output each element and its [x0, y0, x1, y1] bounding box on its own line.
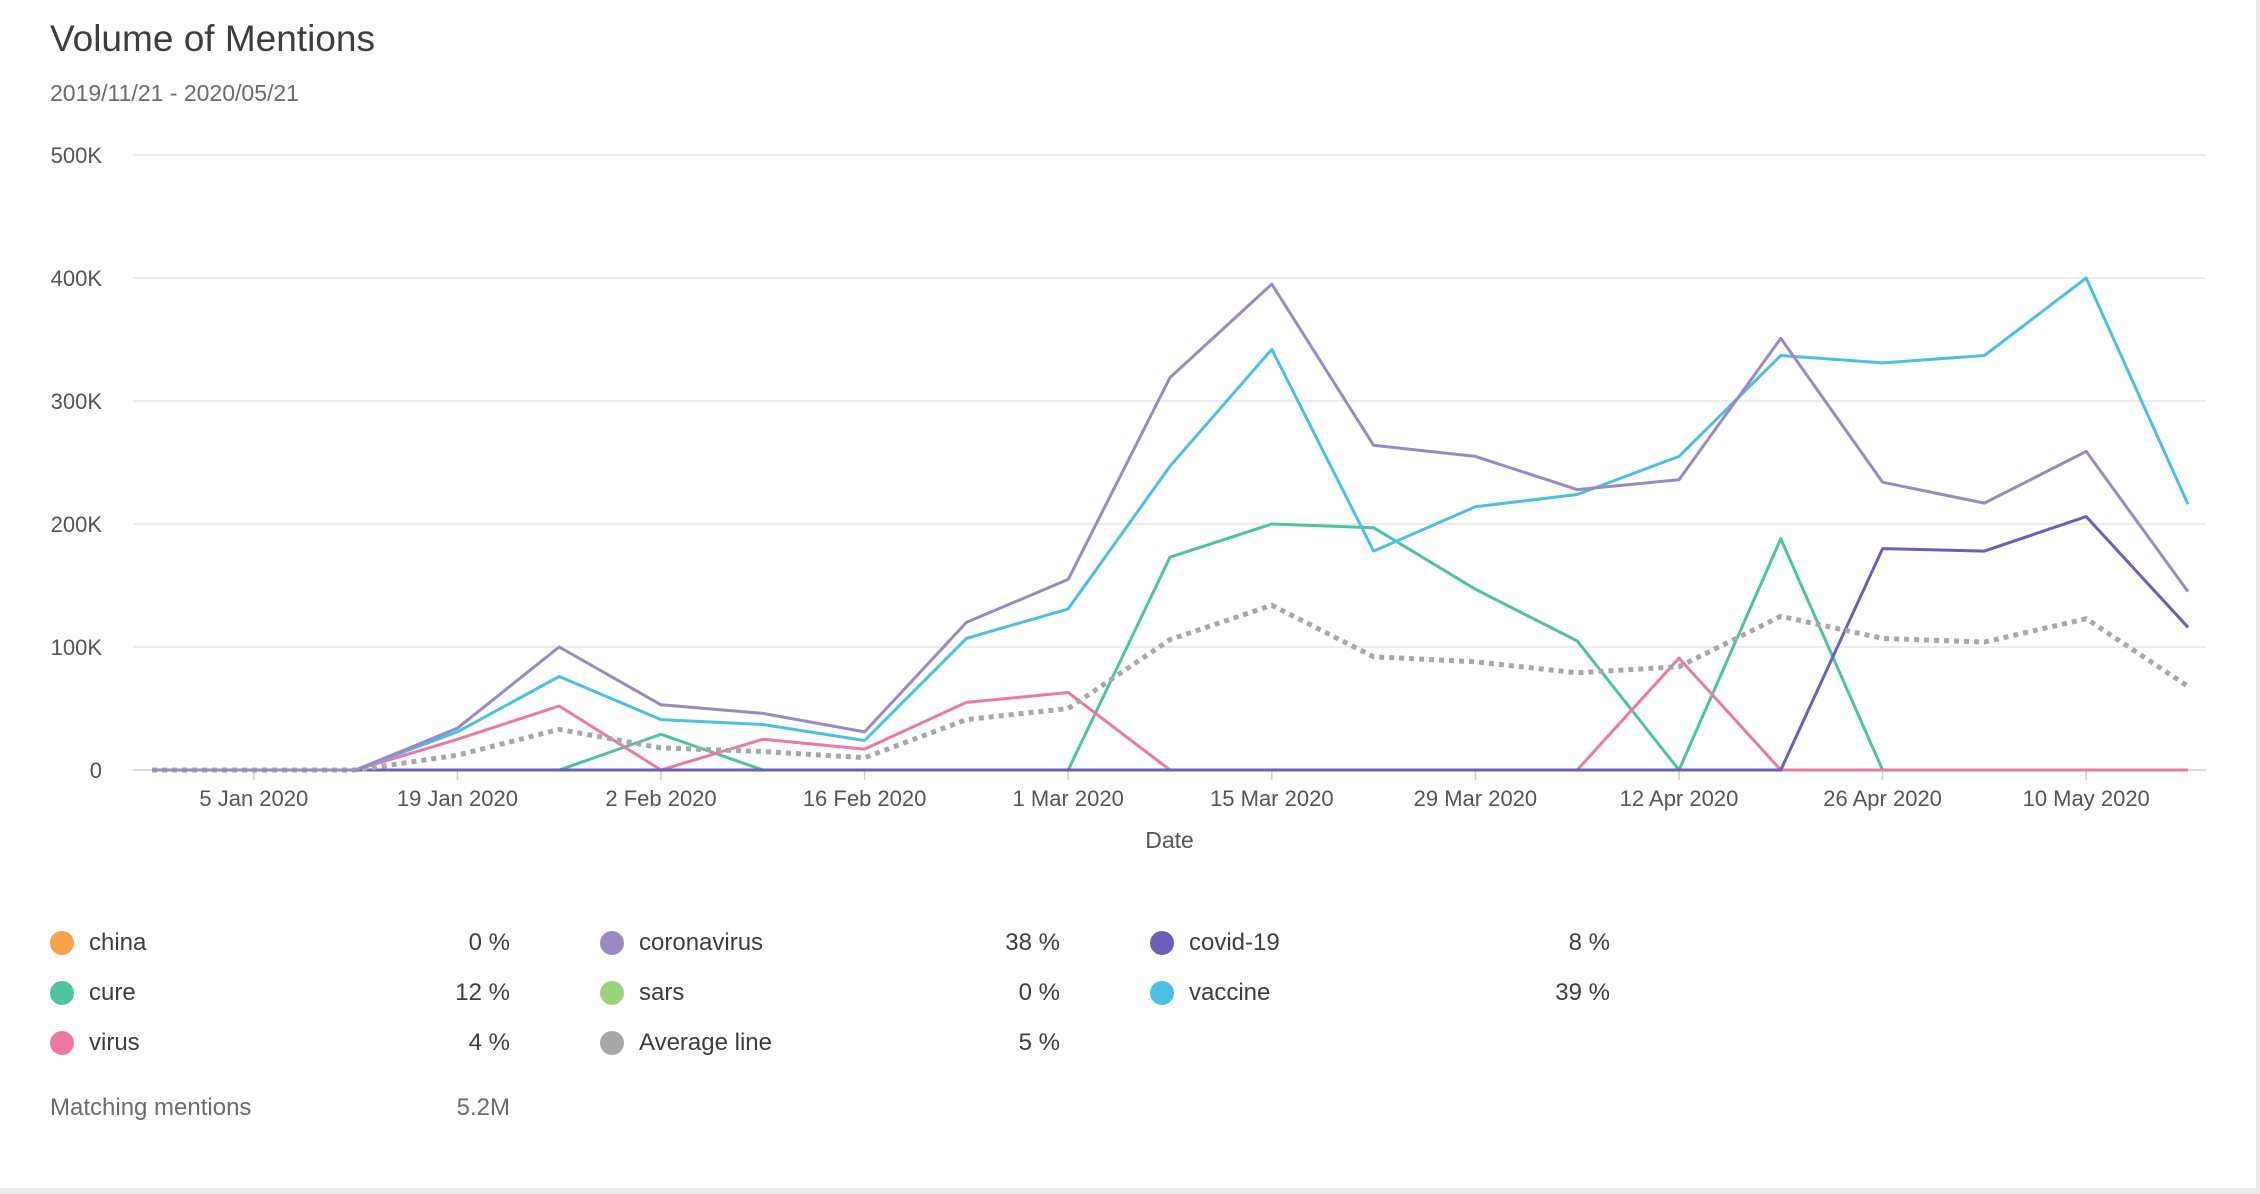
- series-line-average: [152, 602, 2190, 773]
- x-tick-label: 26 Apr 2020: [1823, 786, 1942, 811]
- legend-item-cure[interactable]: cure 12 %: [50, 974, 510, 1014]
- legend-percentage: 38 %: [1005, 929, 1060, 956]
- date-range: 2019/11/21 - 2020/05/21: [50, 80, 299, 106]
- legend-percentage: 12 %: [455, 979, 510, 1006]
- y-tick-label: 400K: [51, 266, 103, 291]
- legend-label: Average line: [639, 1029, 772, 1056]
- legend-dot-icon: [1150, 981, 1174, 1005]
- series-line-covid-19: [152, 515, 2190, 772]
- x-axis-label: Date: [1145, 827, 1194, 853]
- legend-item-virus[interactable]: virus 4 %: [50, 1024, 510, 1064]
- legend-label: china: [89, 929, 147, 956]
- legend-dot-icon: [1150, 931, 1174, 955]
- legend-dot-icon: [50, 981, 74, 1005]
- x-tick-label: 15 Mar 2020: [1210, 786, 1334, 811]
- legend-percentage: 8 %: [1568, 929, 1610, 956]
- legend-item-average[interactable]: Average line 5 %: [600, 1024, 1060, 1064]
- x-tick-label: 29 Mar 2020: [1414, 786, 1538, 811]
- legend-label: covid-19: [1189, 929, 1280, 956]
- y-tick-label: 0: [90, 758, 102, 783]
- y-tick-label: 200K: [51, 512, 103, 537]
- matching-mentions-label: Matching mentions: [50, 1094, 252, 1121]
- legend-dot-icon: [600, 981, 624, 1005]
- legend-item-vaccine[interactable]: vaccine 39 %: [1150, 974, 1610, 1014]
- y-tick-label: 100K: [51, 635, 103, 660]
- legend-label: coronavirus: [639, 929, 764, 956]
- x-tick-label: 2 Feb 2020: [605, 786, 716, 811]
- x-tick-label: 10 May 2020: [2023, 786, 2150, 811]
- legend-item-covid-19[interactable]: covid-19 8 %: [1150, 924, 1610, 964]
- legend-dot-icon: [50, 931, 74, 955]
- legend-label: cure: [89, 979, 136, 1006]
- series-line-vaccine: [152, 276, 2190, 772]
- legend-item-china[interactable]: china 0 %: [50, 924, 510, 964]
- chart-title: Volume of Mentions: [50, 18, 375, 59]
- matching-mentions: Matching mentions 5.2M: [50, 1094, 510, 1128]
- axis-layer: 0 100K 200K 300K 400K 500K 5 Jan 2020 19 Jan 20…: [51, 143, 2150, 853]
- line-chart: 0 100K 200K 300K 400K 500K 5 Jan 2020 19 Jan 20…: [51, 143, 2206, 853]
- legend-label: sars: [639, 979, 685, 1006]
- series-line-coronavirus: [152, 282, 2190, 772]
- legend-percentage: 5 %: [1018, 1029, 1060, 1056]
- legend-dot-icon: [600, 931, 624, 955]
- matching-mentions-value: 5.2M: [456, 1094, 510, 1121]
- legend-percentage: 0 %: [1018, 979, 1060, 1006]
- legend-dot-icon: [600, 1031, 624, 1055]
- y-tick-label: 300K: [51, 389, 103, 414]
- x-tick-label: 5 Jan 2020: [199, 786, 308, 811]
- x-tick-label: 12 Apr 2020: [1620, 786, 1739, 811]
- legend-dot-icon: [50, 1031, 74, 1055]
- grid-layer: [133, 154, 2206, 771]
- legend-label: vaccine: [1189, 979, 1271, 1006]
- legend-percentage: 4 %: [468, 1029, 510, 1056]
- x-tick-label: 19 Jan 2020: [397, 786, 518, 811]
- x-tick-label: 1 Mar 2020: [1013, 786, 1124, 811]
- legend-label: virus: [89, 1029, 140, 1056]
- series-line-virus: [152, 656, 2188, 772]
- legend-percentage: 0 %: [468, 929, 510, 956]
- series-layer: [152, 276, 2190, 773]
- x-tick-label: 16 Feb 2020: [803, 786, 927, 811]
- legend-item-sars[interactable]: sars 0 %: [600, 974, 1060, 1014]
- legend-item-coronavirus[interactable]: coronavirus 38 %: [600, 924, 1060, 964]
- legend-percentage: 39 %: [1555, 979, 1610, 1006]
- y-tick-label: 500K: [51, 143, 103, 168]
